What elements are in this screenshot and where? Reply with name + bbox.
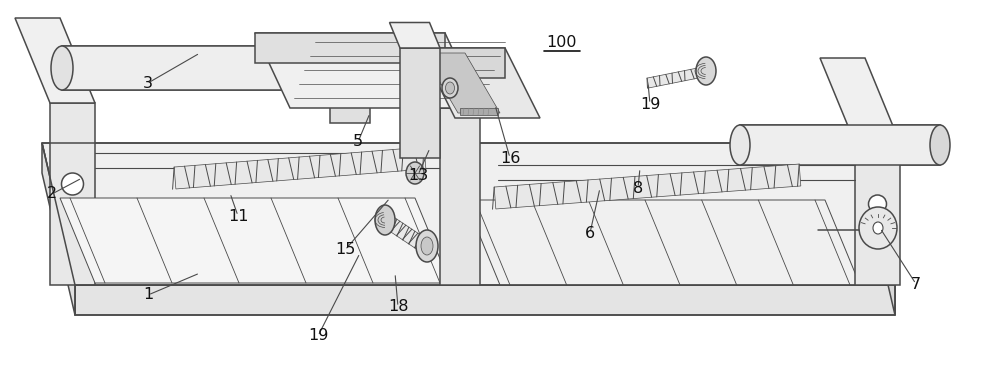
Ellipse shape [421,237,433,255]
Polygon shape [440,108,480,285]
Polygon shape [390,22,440,48]
Text: 1: 1 [143,287,153,302]
Text: 6: 6 [585,226,595,241]
Polygon shape [255,33,445,63]
Polygon shape [62,46,335,90]
Ellipse shape [62,173,84,195]
Polygon shape [862,143,895,315]
Polygon shape [42,143,895,285]
Ellipse shape [873,222,883,234]
Polygon shape [460,108,498,115]
Text: 11: 11 [228,209,248,224]
Polygon shape [494,164,801,209]
Ellipse shape [406,162,424,184]
Ellipse shape [446,82,454,94]
Ellipse shape [375,205,395,235]
Polygon shape [465,200,860,285]
Polygon shape [400,48,440,158]
Polygon shape [75,285,895,315]
Text: 13: 13 [408,168,428,183]
Polygon shape [255,33,480,108]
Text: 8: 8 [633,181,643,196]
Polygon shape [820,58,900,143]
Text: 7: 7 [911,277,921,292]
Polygon shape [420,48,505,78]
Polygon shape [295,58,370,88]
Polygon shape [420,48,540,118]
Ellipse shape [696,57,716,85]
Polygon shape [855,143,900,285]
Ellipse shape [859,207,897,249]
Polygon shape [174,147,426,189]
Polygon shape [426,74,480,108]
Polygon shape [647,68,699,88]
Polygon shape [42,143,75,315]
Polygon shape [15,18,95,103]
Ellipse shape [442,78,458,98]
Polygon shape [60,198,450,283]
Ellipse shape [730,125,750,165]
Text: 19: 19 [308,328,328,343]
Polygon shape [423,53,500,113]
Text: 5: 5 [353,134,363,149]
Ellipse shape [51,46,73,90]
Text: 15: 15 [335,242,355,257]
Text: 19: 19 [640,97,660,112]
Ellipse shape [868,195,887,213]
Text: 3: 3 [143,76,153,91]
Text: 100: 100 [547,35,577,50]
Polygon shape [740,125,940,165]
Text: 16: 16 [500,151,520,166]
Ellipse shape [416,230,438,262]
Ellipse shape [930,125,950,165]
Text: 18: 18 [388,299,408,314]
Polygon shape [386,217,424,249]
Polygon shape [50,103,95,285]
Ellipse shape [324,46,346,90]
Polygon shape [330,88,370,123]
Text: 2: 2 [47,186,57,201]
